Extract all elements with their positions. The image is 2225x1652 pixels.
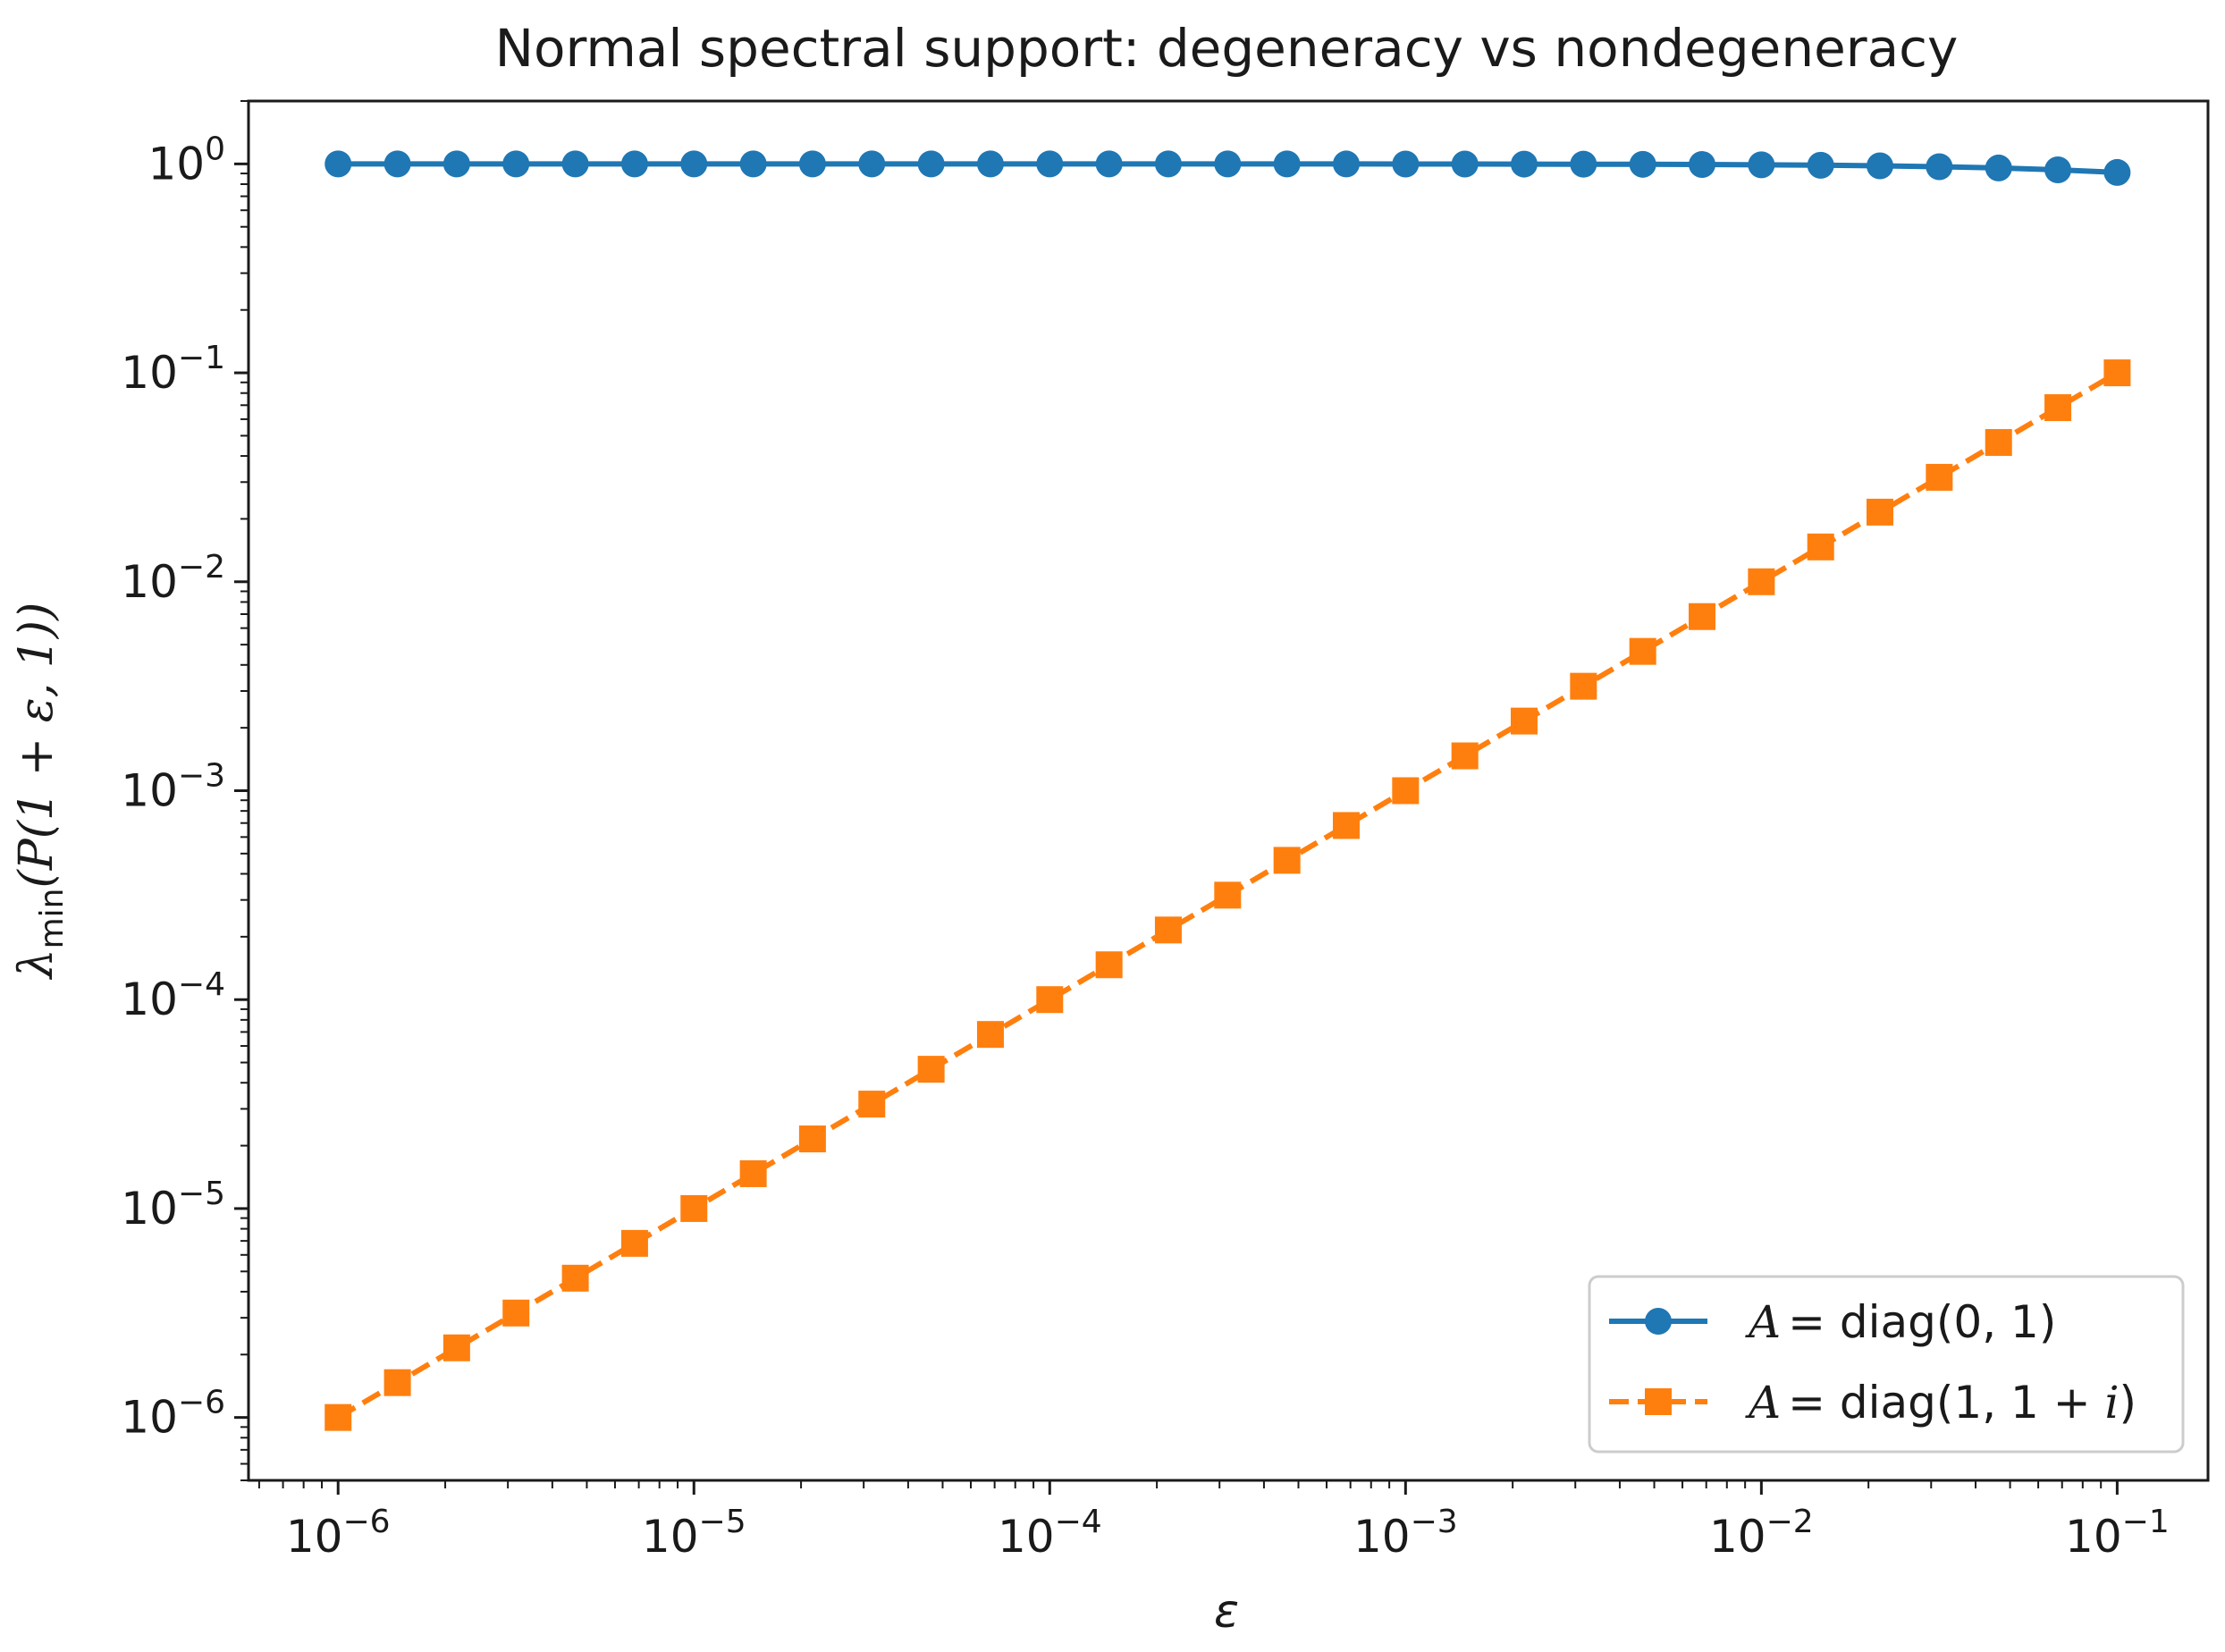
series-1-point	[1926, 153, 1953, 181]
series-2-point	[680, 1194, 708, 1222]
series-1-point	[1689, 151, 1716, 179]
series-1-point	[1570, 150, 1597, 178]
y-label-subscript: min	[34, 889, 71, 949]
series-1-point	[1273, 150, 1301, 178]
series-2-point	[442, 1334, 470, 1361]
y-tick-label: 10−1	[121, 340, 225, 399]
series-1-point	[324, 150, 352, 178]
y-label-rest: (P(1 + ε, 1))	[10, 603, 63, 889]
series-1-point	[1451, 150, 1479, 178]
series-1-point	[1629, 150, 1656, 178]
series-2-point	[1451, 742, 1479, 770]
series-2-point	[1095, 951, 1123, 979]
series-1-point	[561, 150, 589, 178]
series-1-point	[1867, 152, 1894, 180]
y-tick-label: 10−5	[121, 1176, 225, 1235]
series-2-point	[1629, 637, 1656, 665]
series-layer	[324, 150, 2131, 1431]
x-tick-label: 10−1	[2065, 1504, 2170, 1563]
series-2-point	[917, 1056, 945, 1083]
y-tick-label: 10−6	[121, 1385, 225, 1444]
legend-marker-series-1	[1645, 1308, 1672, 1335]
legend-label-series-1: A = diag(0, 1)	[1745, 1296, 2056, 1348]
series-1-point	[1510, 150, 1538, 178]
legend-label-series-2: A = diag(1, 1 + i)	[1745, 1377, 2137, 1429]
series-2-point	[798, 1125, 826, 1153]
x-tick-label: 10−6	[286, 1504, 391, 1563]
series-2-point	[1154, 916, 1182, 944]
major-ticks: 10−6 10−5 10−4 10−3 10−2 10−1 10−6 10−5 10−4 10−3…	[121, 131, 2169, 1563]
plot-frame	[247, 99, 2210, 1482]
series-1-point	[1332, 150, 1360, 178]
series-2-point	[561, 1264, 589, 1292]
series-1-point	[917, 150, 945, 178]
series-1-point	[620, 150, 648, 178]
series-2-point	[1985, 428, 2012, 456]
x-tick-label: 10−3	[1353, 1504, 1458, 1563]
series-1-point	[976, 150, 1004, 178]
series-1-point	[1985, 154, 2012, 181]
series-1-point	[1807, 151, 1834, 179]
x-tick-label: 10−2	[1709, 1504, 1814, 1563]
series-2-point	[1689, 603, 1716, 630]
y-tick-label: 100	[147, 131, 225, 190]
series-2-point	[1036, 986, 1064, 1014]
series-1-point	[858, 150, 886, 178]
series-2-point	[2103, 359, 2131, 387]
series-2-point	[1867, 498, 1894, 526]
x-tick-label: 10−5	[642, 1504, 746, 1563]
chart-title: Normal spectral support: degeneracy vs n…	[495, 18, 1959, 79]
series-1-point	[2044, 156, 2072, 183]
series-2-point	[976, 1021, 1004, 1049]
series-2-point	[1926, 463, 1953, 491]
series-2-point	[1807, 533, 1834, 560]
y-tick-label: 10−2	[121, 549, 225, 608]
series-2-point	[1332, 812, 1360, 839]
series-1-point	[1036, 150, 1064, 178]
series-2-point	[383, 1369, 411, 1396]
legend-marker-series-2	[1645, 1388, 1672, 1415]
series-1-point	[502, 150, 530, 178]
series-1-point	[1214, 150, 1242, 178]
y-label-lambda: λ	[10, 948, 63, 980]
series-1-point	[1392, 150, 1420, 178]
series-1-point	[1748, 151, 1775, 179]
series-2-point	[739, 1159, 767, 1187]
x-axis-label: ε	[1214, 1585, 1239, 1639]
series-2-point	[858, 1091, 886, 1118]
series-2-point	[1214, 881, 1242, 909]
series-1-point	[1095, 150, 1123, 178]
series-2-point	[620, 1229, 648, 1257]
series-2-point	[1273, 847, 1301, 874]
series-1-point	[1154, 150, 1182, 178]
y-tick-label: 10−4	[121, 966, 225, 1025]
y-tick-label: 10−3	[121, 758, 225, 817]
series-2-point	[502, 1299, 530, 1327]
series-1-point	[680, 150, 708, 178]
series-2-point	[1570, 672, 1597, 700]
series-2-point	[1748, 568, 1775, 595]
series-1-point	[383, 150, 411, 178]
legend: A = diag(0, 1) A = diag(1, 1 + i)	[1588, 1275, 2185, 1454]
series-2-point	[1510, 707, 1538, 735]
x-tick-label: 10−4	[998, 1504, 1102, 1563]
series-2-point	[2044, 394, 2072, 422]
legend-box	[1588, 1275, 2185, 1454]
y-axis-label: λmin(P(1 + ε, 1))	[10, 603, 71, 981]
series-2-point	[324, 1403, 352, 1431]
series-1-point	[739, 150, 767, 178]
series-1-point	[798, 150, 826, 178]
series-1-point	[2103, 158, 2131, 186]
series-1-point	[442, 150, 470, 178]
series-2-point	[1392, 777, 1420, 805]
